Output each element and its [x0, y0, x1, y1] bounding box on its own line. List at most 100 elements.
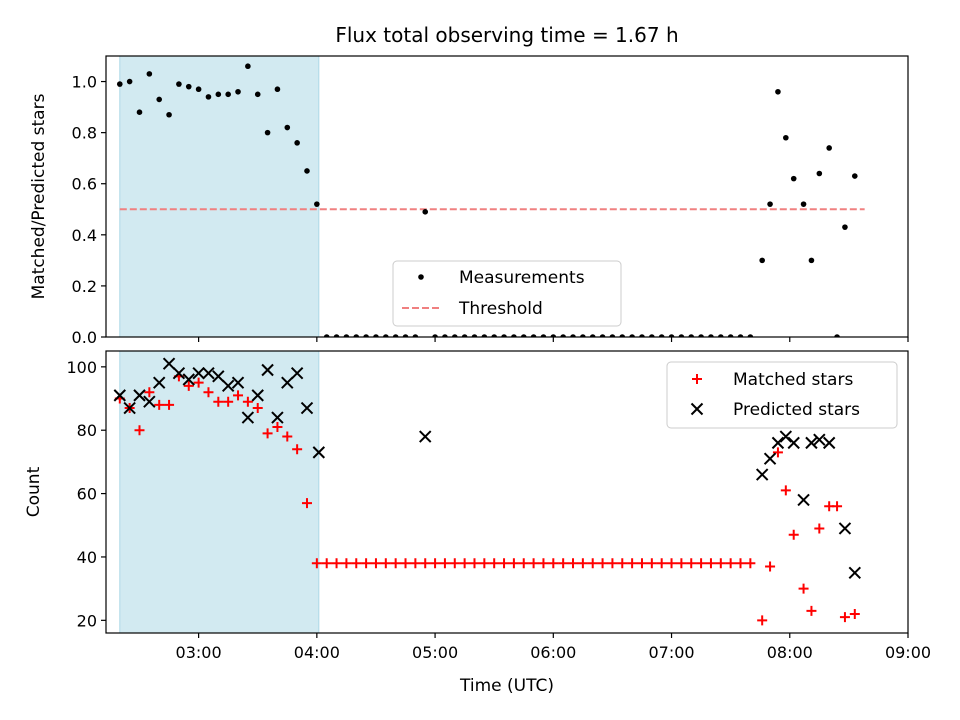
predicted-star-marker — [787, 436, 800, 450]
measurement-point — [166, 111, 172, 118]
matched-star-marker — [849, 608, 860, 619]
measurement-point — [225, 91, 231, 98]
matched-star-marker — [183, 380, 194, 391]
predicted-star-marker — [271, 411, 284, 424]
measurement-point — [790, 175, 797, 182]
y-tick-label: 0.4 — [72, 226, 97, 245]
measurement-point — [136, 109, 143, 115]
matched-star-marker — [223, 396, 234, 407]
measurement-point — [402, 334, 409, 337]
measurement-point — [245, 63, 251, 70]
matched-star-marker — [686, 558, 697, 569]
axes-frame — [105, 350, 909, 634]
matched-star-marker — [676, 558, 687, 569]
y-tick-label: 100 — [66, 358, 97, 377]
predicted-star-marker — [113, 389, 127, 402]
predicted-star-marker — [312, 446, 326, 459]
legend-label-threshold: Threshold — [458, 299, 543, 319]
measurement-point — [215, 91, 222, 98]
predicted-star-marker — [797, 493, 810, 507]
predicted-star-marker — [779, 430, 793, 443]
matched-star-marker — [646, 558, 657, 569]
matched-star-marker — [814, 523, 825, 534]
measurement-point — [235, 88, 241, 95]
measurement-point — [274, 86, 281, 93]
matched-star-marker — [832, 501, 843, 512]
measurement-point — [658, 334, 665, 337]
measurement-point — [816, 170, 823, 177]
measurement-point — [808, 257, 815, 264]
measurement-point — [649, 334, 655, 337]
x-tick-label: 07:00 — [648, 643, 694, 662]
predicted-star-marker — [848, 566, 862, 580]
bottom-panel-counts: 20 40 60 80 100 03:00 04:00 05:00 06:00 07:00 08:0… — [24, 350, 931, 696]
matched-star-marker — [765, 561, 776, 572]
matched-star-marker — [725, 558, 736, 569]
predicted-star-marker — [221, 379, 235, 393]
matched-star-marker — [430, 558, 441, 569]
legend-label-predicted: Predicted stars — [733, 400, 860, 420]
matched-star-marker — [370, 558, 381, 569]
measurement-point — [353, 334, 360, 337]
plot-area — [116, 63, 865, 337]
measurement-point — [471, 334, 478, 337]
measurement-point — [383, 334, 389, 337]
matched-star-marker — [636, 558, 647, 569]
measurement-point — [629, 334, 635, 337]
y-tick-label: 0.6 — [72, 175, 97, 194]
matched-star-marker — [508, 558, 519, 569]
predicted-star-marker — [813, 433, 826, 446]
predicted-star-marker — [162, 357, 176, 370]
predicted-star-marker — [172, 366, 186, 380]
legend-box — [666, 361, 898, 429]
measurement-point — [176, 81, 182, 87]
predicted-star-marker — [182, 373, 195, 386]
y-tick-label: 20 — [77, 611, 97, 630]
measurement-point — [314, 201, 320, 207]
x-tick-label: 08:00 — [767, 643, 813, 662]
plot-area — [113, 357, 862, 626]
measurement-point — [481, 334, 488, 337]
legend-label-measurements: Measurements — [459, 268, 585, 288]
matched-star-marker — [528, 558, 539, 569]
measurement-point — [264, 129, 271, 136]
measurement-point — [432, 334, 438, 337]
matched-star-marker — [696, 558, 707, 569]
measurement-point — [826, 145, 832, 151]
measurement-point — [373, 334, 379, 337]
x-axis-label: Time (UTC) — [459, 676, 554, 696]
matched-star-marker — [390, 558, 401, 569]
y-axis-label: Count — [24, 466, 44, 517]
measurement-point — [842, 224, 848, 230]
matched-star-marker — [301, 498, 312, 509]
matched-star-marker — [449, 558, 460, 569]
measurement-point — [727, 334, 734, 337]
predicted-star-marker — [822, 436, 836, 450]
matched-star-marker — [321, 558, 332, 569]
matched-star-marker — [577, 558, 588, 569]
matched-star-marker — [548, 558, 559, 569]
measurement-point — [520, 334, 527, 337]
predicted-star-marker — [763, 452, 777, 465]
matched-star-marker — [499, 558, 510, 569]
measurement-point — [800, 201, 807, 207]
measurement-point — [156, 96, 163, 103]
predicted-star-marker — [281, 376, 294, 389]
matched-star-marker — [627, 558, 638, 569]
matched-star-marker — [780, 485, 791, 496]
predicted-star-marker — [290, 366, 304, 380]
matched-star-marker — [213, 396, 224, 407]
matched-star-marker — [489, 558, 500, 569]
measurement-point — [570, 334, 576, 337]
measurement-point — [688, 334, 695, 337]
matched-star-marker — [788, 529, 799, 540]
measurement-point — [530, 334, 537, 337]
matched-star-marker — [380, 558, 391, 569]
matched-star-marker — [154, 399, 165, 410]
predicted-star-marker — [805, 436, 818, 450]
matched-star-marker — [242, 396, 253, 407]
measurement-point — [146, 71, 153, 77]
chart-title: Flux total observing time = 1.67 h — [335, 23, 678, 47]
y-tick-label: 40 — [77, 548, 97, 567]
predicted-star-marker — [123, 401, 136, 415]
